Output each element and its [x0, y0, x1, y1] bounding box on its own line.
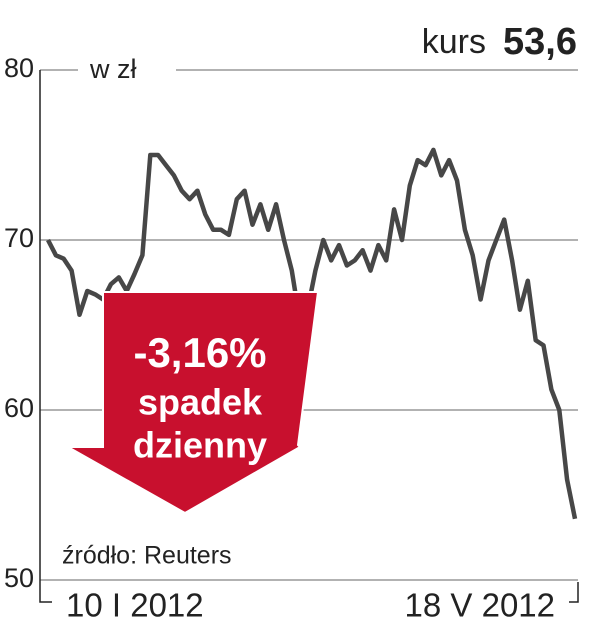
annotation-text: -3,16%: [133, 329, 266, 376]
annotation-text: spadek: [138, 382, 263, 423]
x-tick-label: 10 I 2012: [66, 587, 204, 624]
price-line: [46, 147, 578, 520]
source-note: źródło: Reuters: [62, 542, 232, 570]
y-tick-label: 80: [4, 53, 34, 83]
annotation-text: dzienny: [133, 425, 267, 466]
current-price: 53,6: [503, 21, 577, 63]
y-tick-label: 50: [4, 563, 34, 593]
x-axis-bracket: [569, 582, 579, 603]
x-tick-label: 18 V 2012: [405, 587, 555, 624]
chart-title: kurs: [422, 23, 486, 61]
unit-label: w zł: [89, 54, 137, 84]
drop-arrow: [64, 291, 320, 515]
unit-label-bg: [78, 54, 176, 86]
y-tick-label: 70: [4, 223, 34, 253]
y-tick-label: 60: [4, 393, 34, 423]
y-axis: [39, 70, 52, 603]
